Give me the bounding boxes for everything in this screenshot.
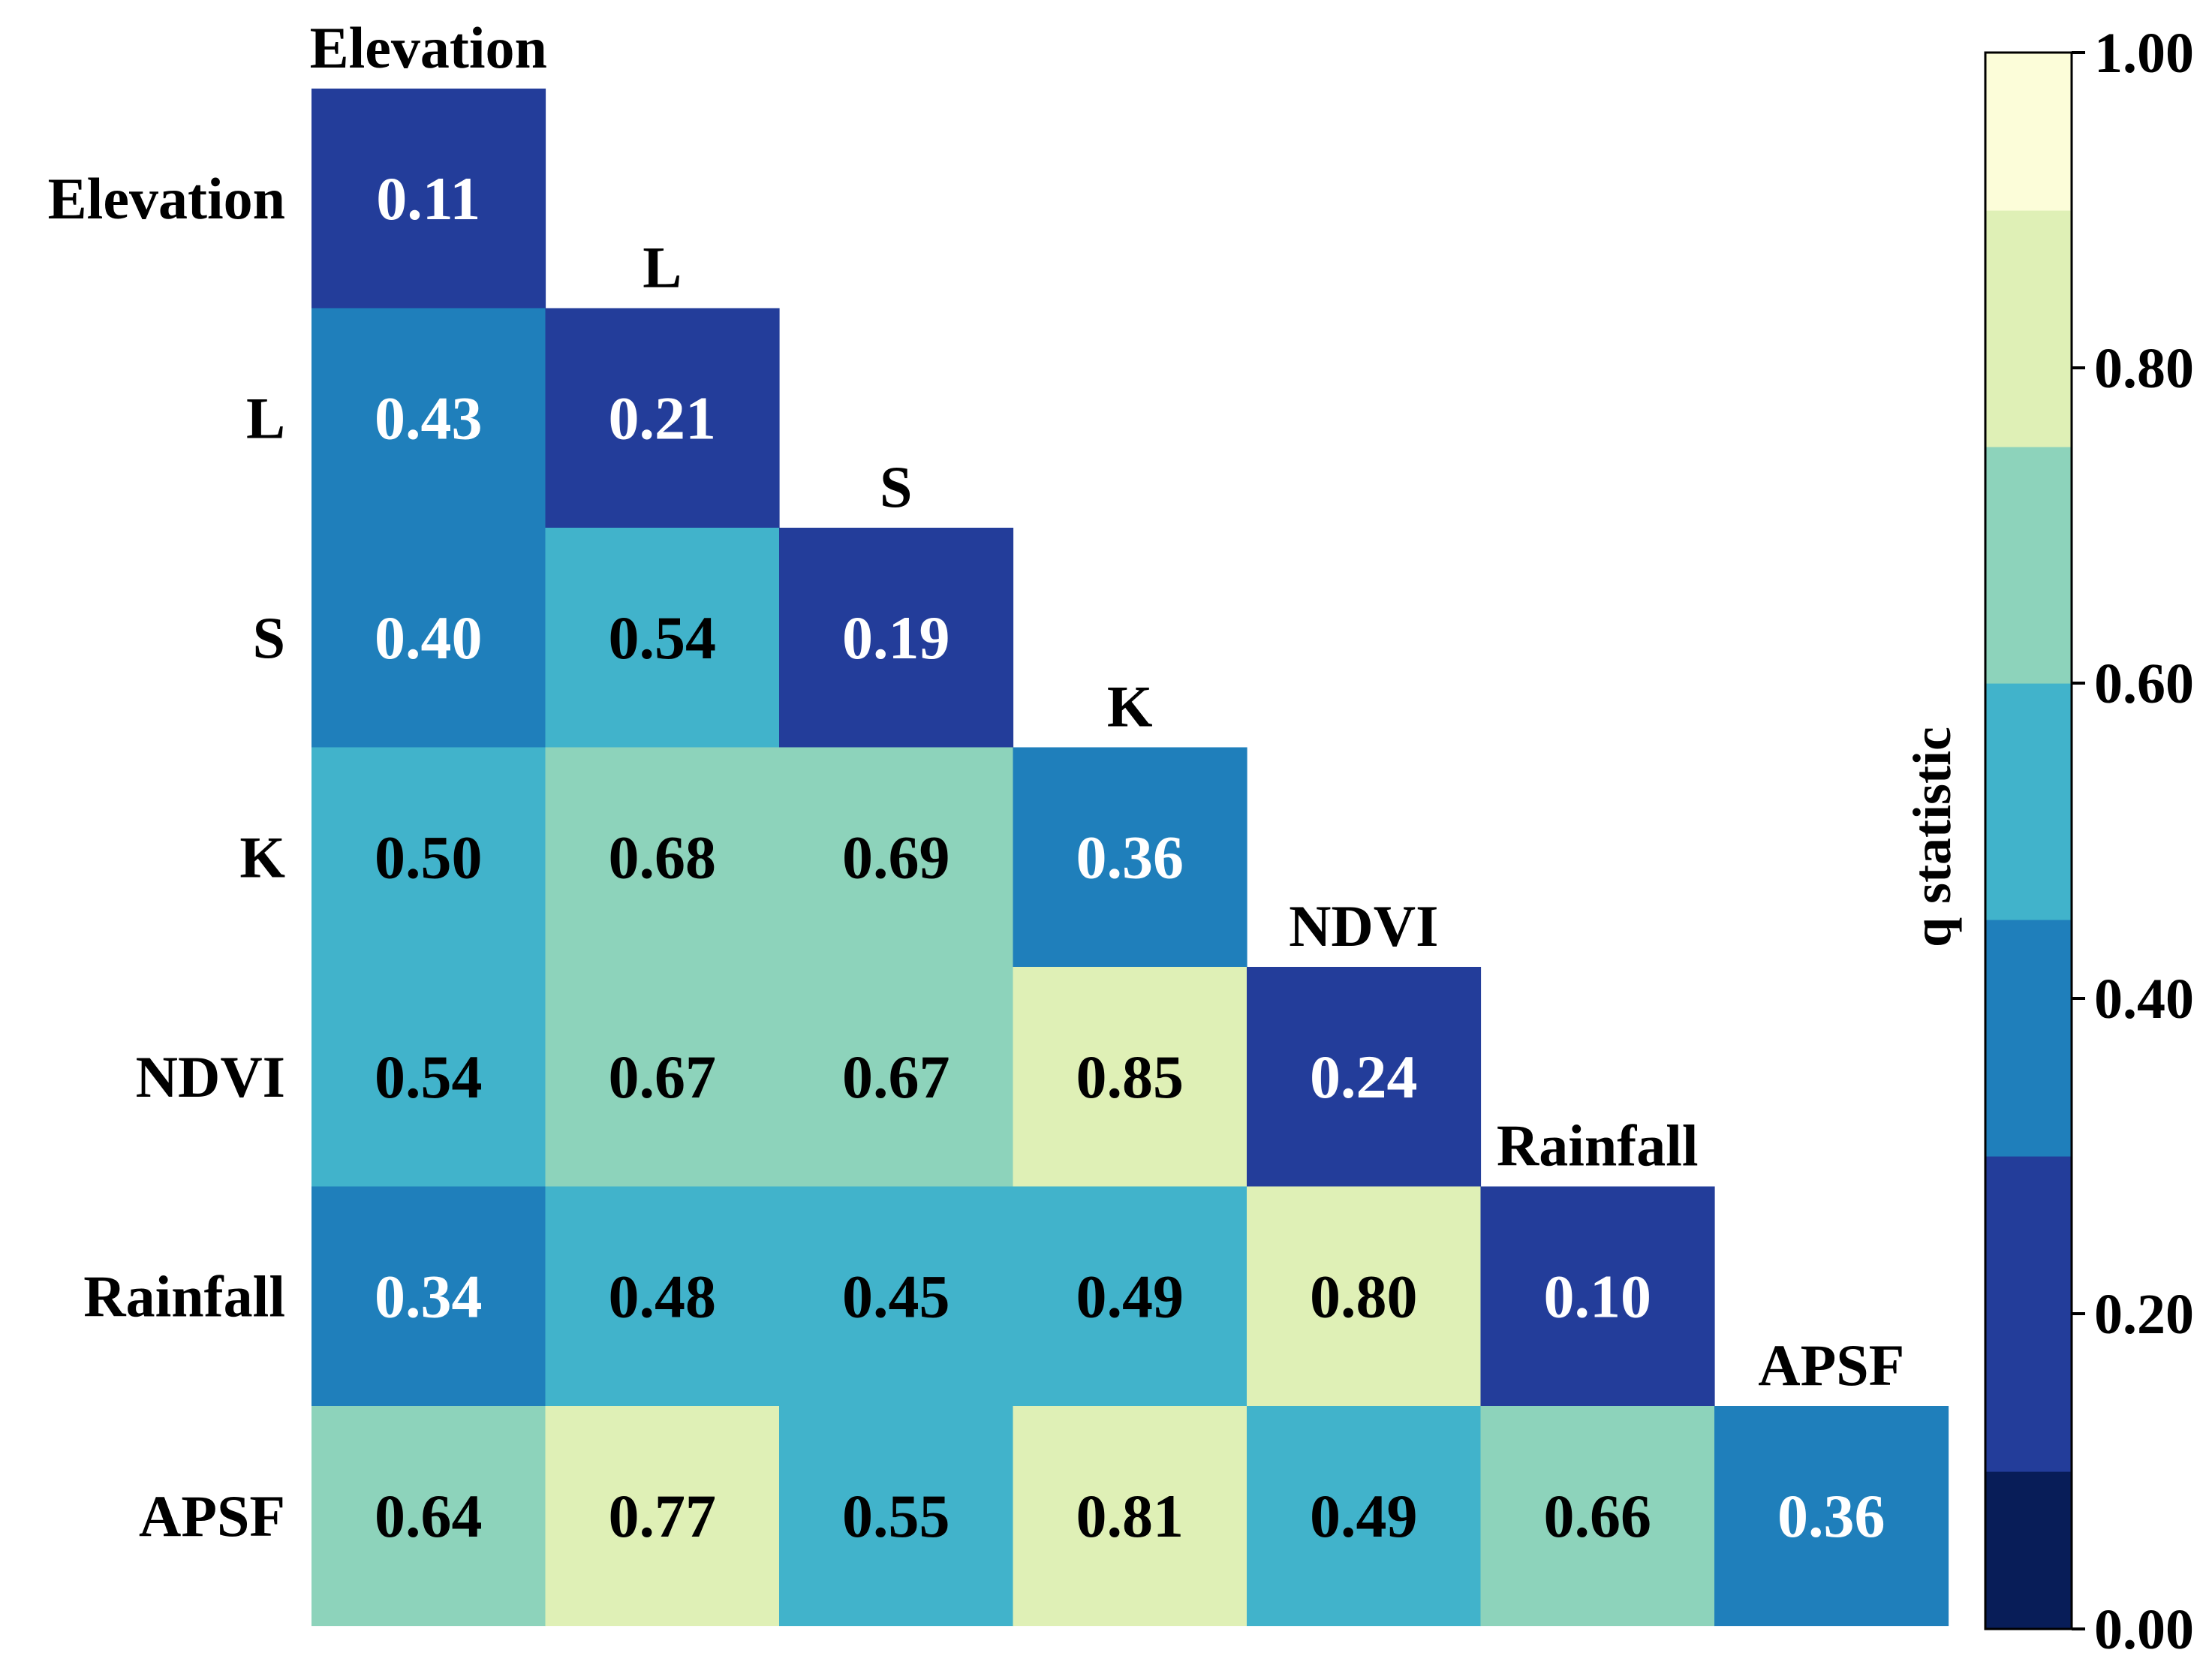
cell-value-label: 0.24 (1310, 1043, 1418, 1111)
heatmap-cell (545, 308, 780, 528)
heatmap-cell (1247, 1186, 1482, 1407)
heatmap-cell (311, 967, 546, 1188)
heatmap-cell (1013, 747, 1247, 968)
cell-value-label: 0.48 (609, 1263, 717, 1331)
column-label: L (643, 235, 682, 300)
colorbar-segment (1985, 1471, 2072, 1630)
heatmap-cell (1013, 1186, 1247, 1407)
cell-value-label: 0.49 (1310, 1482, 1418, 1550)
column-label: S (880, 454, 912, 519)
cell-value-label: 0.67 (609, 1043, 717, 1111)
heatmap-cell (545, 1186, 780, 1407)
heatmap-cell (311, 1186, 546, 1407)
cell-value-label: 0.67 (842, 1043, 950, 1111)
heatmap-cell (1013, 1406, 1247, 1627)
cell-value-label: 0.81 (1076, 1482, 1184, 1550)
heatmap-cell (311, 528, 546, 748)
colorbar-frame (1984, 51, 2073, 1630)
heatmap-cell (545, 967, 780, 1188)
colorbar-tick-label: 1.00 (2094, 22, 2194, 85)
heatmap-cell (1714, 1406, 1949, 1627)
colorbar-title: q statistic (1902, 727, 1962, 947)
heatmap-cell (311, 308, 546, 528)
cell-value-label: 0.43 (375, 384, 483, 453)
row-label: L (246, 385, 285, 450)
colorbar-tick-label: 0.40 (2094, 968, 2194, 1031)
cell-value-label: 0.36 (1777, 1482, 1885, 1550)
colorbar: 0.00 0.20 0.40 0.60 0.80 1.00 (1984, 22, 2194, 1661)
column-label: APSF (1758, 1332, 1904, 1398)
row-label: S (253, 605, 285, 670)
heatmap-cell (311, 747, 546, 968)
colorbar-segment (1985, 683, 2072, 920)
cell-value-label: 0.85 (1076, 1043, 1184, 1111)
cell-value-label: 0.10 (1544, 1263, 1652, 1331)
row-label: NDVI (136, 1044, 285, 1109)
colorbar-segment (1985, 53, 2072, 211)
cell-value-label: 0.36 (1076, 823, 1184, 892)
row-label: Rainfall (83, 1263, 285, 1329)
heatmap-cell (545, 747, 780, 968)
cell-value-label: 0.11 (376, 164, 480, 233)
cell-value-label: 0.45 (842, 1263, 950, 1331)
heatmap-cell (779, 528, 1014, 748)
cell-value-label: 0.50 (375, 823, 483, 892)
cell-value-label: 0.64 (375, 1482, 483, 1550)
cell-value-label: 0.55 (842, 1482, 950, 1550)
cell-value-label: 0.19 (842, 604, 950, 672)
cell-value-label: 0.34 (375, 1263, 483, 1331)
column-labels: Elevation L S K NDVI Rainfall APSF (310, 15, 1905, 1398)
colorbar-segment (1985, 1156, 2072, 1472)
column-label: NDVI (1289, 893, 1438, 959)
heatmap-cell (1247, 1406, 1482, 1627)
heatmap-cell (779, 747, 1014, 968)
colorbar-segment (1985, 210, 2072, 447)
cell-value-label: 0.68 (609, 823, 717, 892)
row-labels: Elevation L S K NDVI Rainfall APSF (48, 166, 286, 1549)
colorbar-tick-label: 0.20 (2094, 1283, 2194, 1346)
row-label: Elevation (48, 166, 285, 231)
heatmap-cell (779, 1186, 1014, 1407)
heatmap-cell (545, 528, 780, 748)
cell-value-label: 0.49 (1076, 1263, 1184, 1331)
heatmap-cell (1247, 967, 1482, 1188)
heatmap-cell (779, 1406, 1014, 1627)
colorbar-tick-label: 0.60 (2094, 652, 2194, 715)
heatmap-cell (311, 1406, 546, 1627)
heatmap-cells: 0.11 0.43 0.21 0.40 0.54 0.19 0.50 0.68 0.69 0.36… (311, 89, 1949, 1627)
heatmap-cell (545, 1406, 780, 1627)
heatmap-cell (1480, 1406, 1715, 1627)
cell-value-label: 0.77 (609, 1482, 717, 1550)
column-label: Rainfall (1497, 1113, 1699, 1179)
cell-value-label: 0.69 (842, 823, 950, 892)
cell-value-label: 0.54 (609, 604, 717, 672)
row-label: APSF (139, 1483, 285, 1549)
colorbar-tick-label: 0.00 (2094, 1598, 2194, 1661)
row-label: K (239, 824, 285, 890)
cell-value-label: 0.54 (375, 1043, 483, 1111)
cell-value-label: 0.80 (1310, 1263, 1418, 1331)
colorbar-tick-label: 0.80 (2094, 337, 2194, 400)
heatmap-cell (1013, 967, 1247, 1188)
column-label: K (1107, 674, 1153, 739)
column-label: Elevation (310, 15, 547, 80)
heatmap-cell (1480, 1186, 1715, 1407)
cell-value-label: 0.66 (1544, 1482, 1652, 1550)
cell-value-label: 0.40 (375, 604, 483, 672)
colorbar-segment (1985, 447, 2072, 684)
colorbar-segment (1985, 920, 2072, 1157)
cell-value-label: 0.21 (609, 384, 717, 453)
heatmap-cell (779, 967, 1014, 1188)
heatmap-cell (311, 89, 546, 309)
